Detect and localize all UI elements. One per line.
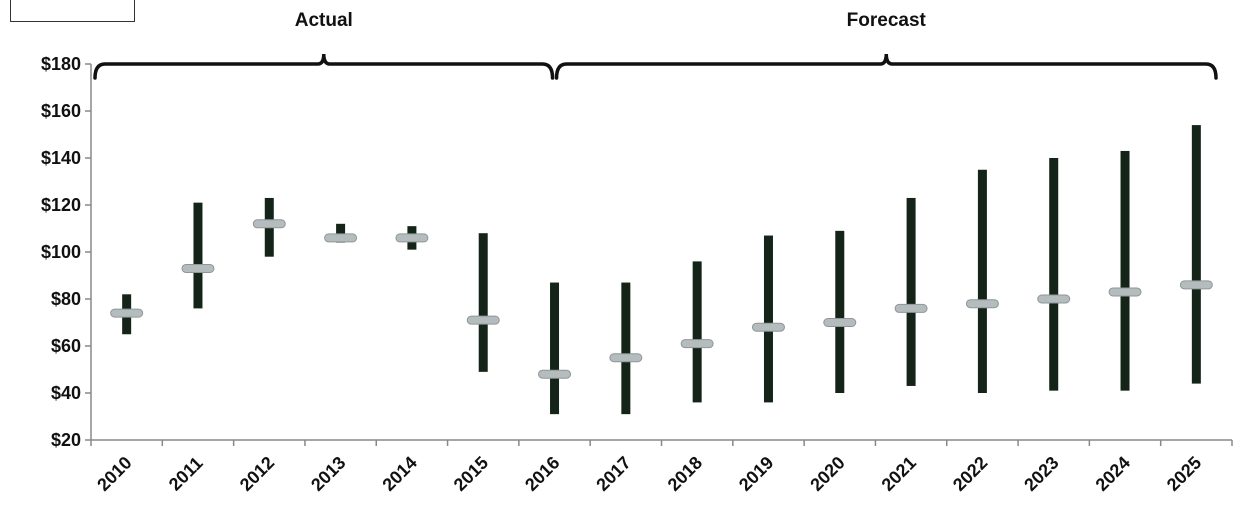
- x-tick-label: 2025: [1163, 453, 1205, 495]
- x-tick-label: 2018: [664, 453, 706, 495]
- y-tick-label: $60: [51, 336, 81, 356]
- range-bar: [478, 233, 488, 372]
- x-tick-label: 2022: [949, 453, 991, 495]
- value-marker: [894, 303, 928, 313]
- value-marker: [110, 308, 144, 318]
- value-marker: [1037, 294, 1071, 304]
- value-marker: [466, 315, 500, 325]
- value-marker: [1179, 280, 1213, 290]
- value-marker: [965, 299, 999, 309]
- y-tick-label: $20: [51, 430, 81, 450]
- range-bar: [621, 282, 631, 415]
- range-bar: [1049, 158, 1059, 391]
- x-tick-label: 2016: [521, 453, 563, 495]
- value-marker: [538, 369, 572, 379]
- bracket-label: Actual: [295, 10, 353, 31]
- x-tick-label: 2017: [592, 453, 634, 495]
- range-bar: [336, 223, 346, 243]
- x-tick-label: 2024: [1092, 453, 1134, 495]
- value-marker: [324, 233, 358, 243]
- x-tick-label: 2023: [1020, 453, 1062, 495]
- range-bar: [550, 282, 560, 415]
- x-tick-label: 2014: [378, 453, 420, 495]
- y-tick-label: $40: [51, 383, 81, 403]
- x-tick-label: 2010: [93, 453, 135, 495]
- range-bar: [906, 197, 916, 386]
- y-tick-label: $140: [41, 148, 81, 168]
- range-bar: [692, 261, 702, 403]
- x-tick-label: 2012: [236, 453, 278, 495]
- value-marker: [680, 339, 714, 349]
- value-marker: [395, 233, 429, 243]
- value-marker: [252, 219, 286, 229]
- range-bracket: [554, 53, 1218, 80]
- x-tick-label: 2015: [450, 453, 492, 495]
- x-tick-label: 2020: [806, 453, 848, 495]
- value-marker: [751, 322, 785, 332]
- range-bar: [1191, 125, 1201, 384]
- range-bar: [763, 235, 773, 403]
- value-marker: [181, 263, 215, 273]
- y-tick-label: $180: [41, 54, 81, 74]
- y-tick-label: $120: [41, 195, 81, 215]
- range-bracket: [93, 53, 555, 80]
- legend-box: [10, 0, 135, 22]
- range-bar: [193, 202, 203, 309]
- bracket-label: Forecast: [847, 10, 927, 31]
- value-marker: [823, 318, 857, 327]
- x-tick-label: 2013: [307, 453, 349, 495]
- range-bar: [1120, 150, 1130, 391]
- range-bar: [835, 230, 845, 393]
- value-marker: [1108, 287, 1142, 297]
- x-tick-label: 2011: [165, 453, 207, 495]
- x-tick-label: 2019: [735, 453, 777, 495]
- y-tick-label: $80: [51, 289, 81, 309]
- range-bar: [977, 169, 987, 393]
- value-marker: [609, 353, 643, 363]
- y-tick-label: $160: [41, 101, 81, 121]
- x-tick-label: 2021: [878, 453, 920, 495]
- y-tick-label: $100: [41, 242, 81, 262]
